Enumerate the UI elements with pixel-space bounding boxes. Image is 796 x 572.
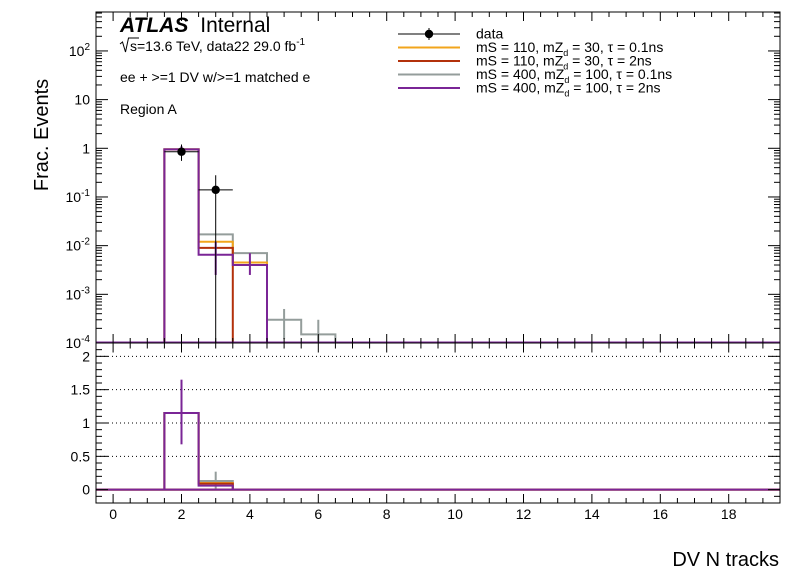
- region-label: Region A: [120, 101, 177, 117]
- x-tick-label: 18: [721, 506, 737, 522]
- ratio-y-tick-label: 1: [82, 415, 90, 431]
- y-tick-label: 1: [82, 140, 90, 156]
- ratio-histogram: [163, 412, 234, 490]
- y-tick-label-base: 10: [66, 335, 82, 351]
- legend-label-2-sub: d: [563, 62, 568, 72]
- ratio-y-tick-label: 0: [82, 482, 90, 498]
- y-tick-label: 10-2: [66, 237, 91, 254]
- legend-label-4-main: mS = 400, mZ: [476, 80, 565, 96]
- legend-label-2-main: mS = 110, mZ: [476, 53, 564, 69]
- x-tick-label: 2: [178, 506, 186, 522]
- legend-entry-3: mS = 400, mZd = 100, τ = 0.1ns: [398, 66, 672, 85]
- axis-ticks: [96, 12, 780, 503]
- y-tick-label-exp: -1: [81, 188, 90, 199]
- y-tick-label-base: 10: [69, 43, 85, 59]
- y-tick-label-base: 10: [66, 238, 82, 254]
- legend-label-1-sub: d: [563, 48, 568, 58]
- data-points: [164, 144, 233, 343]
- x-tick-label: 10: [447, 506, 463, 522]
- legend-label-3-sub: d: [564, 75, 569, 85]
- legend-label-4-rest: = 100, τ = 2ns: [569, 80, 660, 96]
- x-tick-label: 8: [383, 506, 391, 522]
- legend-marker-data: [424, 29, 434, 39]
- svg-text:mS = 110, mZd = 30, τ = 0.1ns: mS = 110, mZd = 30, τ = 0.1ns: [476, 39, 663, 58]
- lumi-exponent: -1: [296, 37, 305, 48]
- svg-text:mS = 400, mZd = 100, τ = 0.1ns: mS = 400, mZd = 100, τ = 0.1ns: [476, 66, 672, 85]
- legend-label-1-rest: = 30, τ = 0.1ns: [568, 39, 663, 55]
- y-tick-label: 102: [69, 42, 91, 59]
- legend-label-2-rest: = 30, τ = 2ns: [568, 53, 651, 69]
- svg-text:s=13.6 TeV, data22 29.0 fb-1: s=13.6 TeV, data22 29.0 fb-1: [130, 37, 306, 54]
- ratio-histograms: [96, 379, 780, 491]
- y-tick-label-base: 10: [66, 189, 82, 205]
- atlas-label: ATLAS Internal: [119, 14, 270, 37]
- x-axis-title: DV N tracks: [672, 549, 779, 571]
- y-tick-label: 10-3: [66, 285, 91, 302]
- x-tick-label: 4: [246, 506, 254, 522]
- histograms: [96, 146, 780, 344]
- sqrt-s-label: s: [130, 38, 137, 54]
- legend-entry-4: mS = 400, mZd = 100, τ = 2ns: [398, 80, 660, 99]
- x-tick-label: 12: [516, 506, 532, 522]
- y-tick-label-exp: 2: [84, 42, 90, 53]
- legend-label-1-main: mS = 110, mZ: [476, 39, 564, 55]
- legend-entry-1: mS = 110, mZd = 30, τ = 0.1ns: [398, 39, 663, 58]
- selection-label: ee + >=1 DV w/>=1 matched e: [120, 69, 311, 85]
- legend-label-3-main: mS = 400, mZ: [476, 66, 565, 82]
- sqrt-symbol: [119, 37, 139, 53]
- y-tick-label: 10-1: [66, 188, 91, 205]
- energy-text: =13.6 TeV, data22 29.0 fb: [137, 38, 296, 54]
- ratio-y-tick-label: 1.5: [71, 382, 91, 398]
- atlas-label-experiment: ATLAS: [119, 14, 188, 37]
- ratio-y-tick-label: 2: [82, 348, 90, 364]
- legend: data mS = 110, mZd = 30, τ = 0.1ns mS = …: [398, 26, 672, 99]
- legend-entry-data: data: [398, 26, 503, 42]
- legend-label-data: data: [476, 26, 503, 42]
- y-tick-label-exp: -2: [81, 237, 90, 248]
- tick-labels: 0 2 4 6 8 10 12 14 16 1810210110-110-210-310-400.…: [66, 42, 737, 522]
- data-point: [211, 185, 220, 195]
- y-tick-label-exp: -3: [81, 285, 90, 296]
- x-tick-label: 6: [314, 506, 322, 522]
- y-tick-label-exp: -4: [81, 334, 90, 345]
- series-histogram: [163, 148, 337, 343]
- y-axis-title: Frac. Events: [31, 79, 53, 191]
- y-tick-label-base: 10: [66, 286, 82, 302]
- legend-label-4-sub: d: [564, 89, 569, 99]
- x-tick-label: 0: [109, 506, 117, 522]
- ratio-y-tick-label: 0.5: [71, 448, 91, 464]
- y-tick-label: 10-4: [66, 334, 91, 351]
- svg-text:mS = 400, mZd = 100, τ = 2ns: mS = 400, mZd = 100, τ = 2ns: [476, 80, 660, 99]
- atlas-label-status: Internal: [200, 14, 270, 37]
- y-tick-label: 10: [74, 92, 90, 108]
- legend-label-3-rest: = 100, τ = 0.1ns: [569, 66, 672, 82]
- y-tick-label-base: 10: [74, 92, 90, 108]
- energy-lumi-label: s=13.6 TeV, data22 29.0 fb-1: [119, 37, 306, 54]
- x-tick-label: 14: [584, 506, 600, 522]
- svg-text:mS = 110, mZd = 30, τ = 2ns: mS = 110, mZd = 30, τ = 2ns: [476, 53, 652, 72]
- y-tick-label-base: 1: [82, 140, 90, 156]
- data-point: [177, 147, 186, 156]
- legend-entry-2: mS = 110, mZd = 30, τ = 2ns: [398, 53, 652, 72]
- x-tick-label: 16: [653, 506, 669, 522]
